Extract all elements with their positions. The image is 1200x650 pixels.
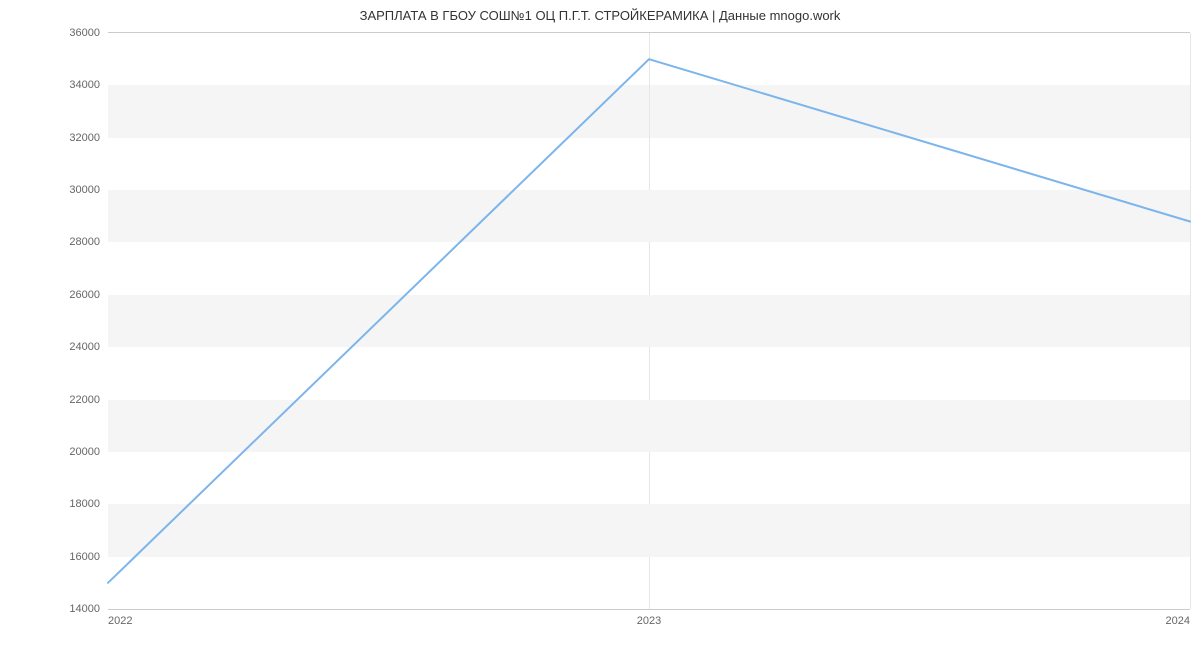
y-tick-label: 16000 bbox=[69, 551, 108, 563]
y-tick-label: 36000 bbox=[69, 27, 108, 39]
y-tick-label: 24000 bbox=[69, 341, 108, 353]
chart-container: 14000 16000 18000 20000 22000 24000 26000 28000… bbox=[0, 28, 1200, 628]
chart-title: ЗАРПЛАТА В ГБОУ СОШ№1 ОЦ П.Г.Т. СТРОЙКЕР… bbox=[0, 0, 1200, 27]
y-tick-label: 26000 bbox=[69, 289, 108, 301]
x-tick-label: 2023 bbox=[637, 609, 661, 627]
y-tick-label: 32000 bbox=[69, 132, 108, 144]
y-tick-label: 22000 bbox=[69, 394, 108, 406]
y-tick-label: 28000 bbox=[69, 236, 108, 248]
y-tick-label: 18000 bbox=[69, 498, 108, 510]
x-gridline bbox=[1190, 33, 1191, 609]
line-series bbox=[108, 33, 1190, 609]
y-tick-label: 34000 bbox=[69, 79, 108, 91]
series-line bbox=[108, 59, 1190, 583]
plot-area: 1400016000180002000022000240002600028000… bbox=[108, 32, 1190, 610]
y-tick-label: 14000 bbox=[69, 603, 108, 615]
x-tick-label: 2024 bbox=[1166, 609, 1190, 627]
x-tick-label: 2022 bbox=[108, 609, 132, 627]
y-tick-label: 20000 bbox=[69, 446, 108, 458]
y-tick-label: 30000 bbox=[69, 184, 108, 196]
